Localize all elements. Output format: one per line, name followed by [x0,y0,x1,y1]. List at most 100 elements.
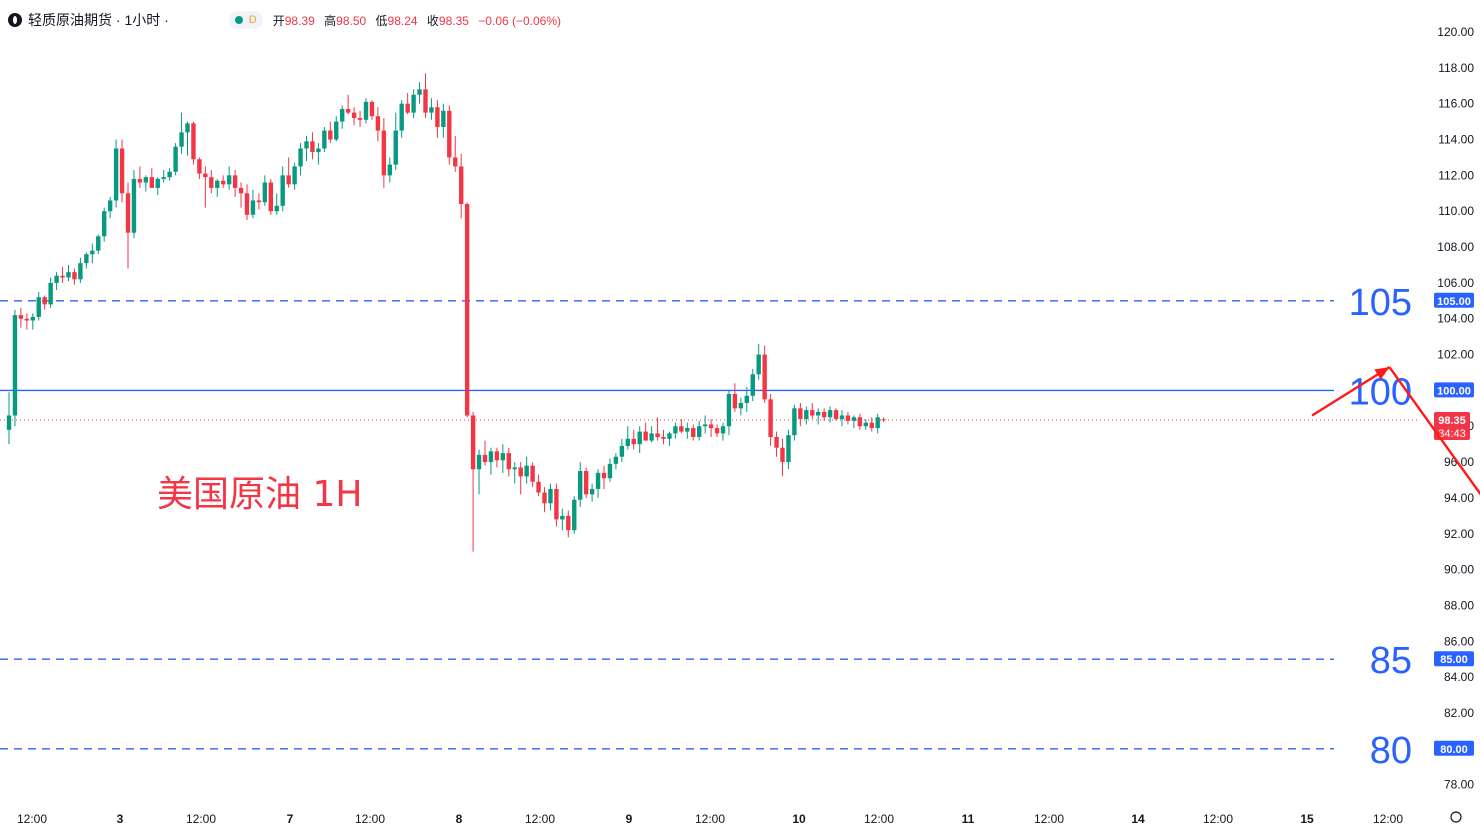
candle-body [863,422,868,427]
candle-body [667,433,672,439]
candle-body [351,112,357,119]
candle-body [131,178,137,233]
candle-body [494,451,500,461]
candle-body [304,141,309,149]
y-tick-label: 116.00 [1438,97,1474,111]
candle-body [203,173,208,178]
candle-body [631,438,636,445]
candle-body [238,187,244,194]
candle-body [12,315,18,416]
candle-body [732,393,738,409]
candle-body [613,456,619,464]
candle-body [423,89,428,113]
x-tick-label: 12:00 [17,812,47,826]
high-value: 98.50 [336,13,367,28]
candle-body [48,282,53,305]
y-tick-label: 96.00 [1444,455,1474,469]
candle-body [72,272,77,280]
candle-body [298,148,303,167]
candle-body [595,472,601,489]
candle-body [572,499,577,531]
chart-annotation-text: 美国原油 1H [157,474,362,515]
symbol-title[interactable]: 轻质原油期货 · 1小时 · [28,12,169,28]
x-tick-label: 12:00 [525,812,555,826]
candle-body [637,431,642,445]
candle-body [268,182,273,212]
settings-gear-icon[interactable] [1450,811,1462,823]
candle-body [756,354,761,375]
y-tick-label: 90.00 [1444,563,1474,577]
candle-body [66,272,71,278]
level-axis-tag-80 [1434,740,1474,756]
y-tick-label: 78.00 [1444,778,1474,792]
candle-body [524,465,529,477]
candle-body [780,447,785,463]
candle-body [161,177,166,179]
close-value: 98.35 [438,13,469,28]
candle-body [90,250,95,255]
candle-body [500,453,506,461]
candle-body [6,415,12,430]
level-axis-label-80: 80.00 [1440,744,1468,756]
change-value: −0.06 (−0.06%) [478,13,562,28]
y-tick-label: 94.00 [1444,491,1474,505]
candle-body [215,180,220,188]
candle-body [363,101,369,120]
candle-body [340,109,345,122]
y-tick-label: 120.00 [1437,25,1474,39]
candle-body [435,107,440,127]
candle-body [209,177,214,188]
candle-body [762,354,767,400]
candle-body [274,205,279,212]
x-tick-label: 10 [792,812,806,826]
candle-body [167,171,172,178]
candle-body [399,103,404,131]
candle-body [810,410,815,416]
candle-body [441,110,446,127]
candle-body [839,415,845,420]
candle-body [833,410,839,420]
candle-body [345,109,351,113]
level-text-85: 85 [1370,640,1412,682]
candle-body [155,178,160,188]
candle-body [566,515,571,531]
level-axis-tag-100 [1434,382,1474,398]
status-pill[interactable]: D [228,11,263,29]
candle-body [464,204,470,416]
candle-body [804,410,809,420]
candle-body [221,180,226,185]
level-axis-label-85: 85.00 [1440,654,1468,666]
forecast-arrow-segment [1388,366,1480,496]
last-price-label: 98.35 [1438,415,1466,427]
forecast-arrow-segment [1311,366,1391,417]
candle-body [673,426,678,434]
level-axis-tag-105 [1434,292,1474,308]
candle-body [857,417,863,427]
candle-body [774,436,779,448]
candle-body [310,141,315,153]
candle-body [554,488,559,520]
candle-body [548,488,553,504]
x-tick-label: 11 [962,812,975,826]
y-tick-label: 102.00 [1437,348,1474,362]
candle-body [625,438,630,446]
candle-body [649,433,654,441]
candle-body [476,454,482,470]
candle-body [714,428,720,434]
level-axis-label-100: 100.00 [1437,385,1471,397]
candle-body [286,175,291,185]
x-tick-label: 12:00 [864,812,894,826]
candle-body [679,426,684,432]
candle-body [36,297,41,317]
x-tick-label: 7 [287,812,294,826]
candle-body [375,116,381,131]
candle-body [334,121,339,140]
data-source-badge: D [248,14,257,26]
candle-body [292,166,297,185]
candle-body [798,408,803,420]
candle-body [655,433,660,437]
x-tick-label: 12:00 [1373,812,1403,826]
candle-body [107,200,113,212]
